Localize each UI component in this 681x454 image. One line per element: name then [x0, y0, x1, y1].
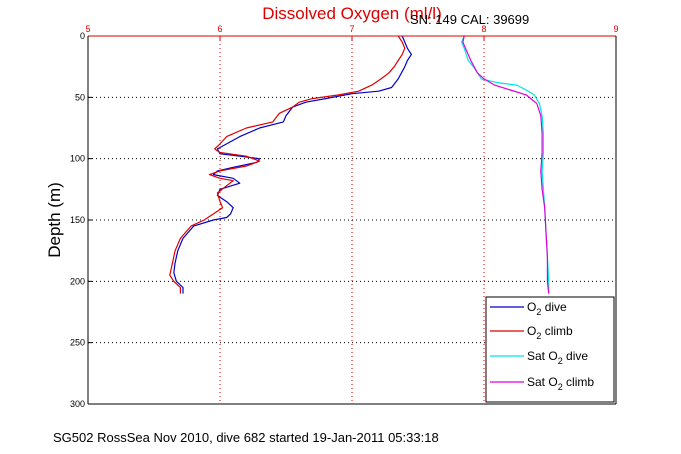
series-line-o2_climb	[169, 35, 406, 294]
y-tick-label: 50	[75, 92, 85, 102]
dive-caption: SG502 RossSea Nov 2010, dive 682 started…	[53, 430, 439, 445]
x-tick-label: 6	[217, 24, 222, 34]
y-tick-label: 150	[70, 215, 85, 225]
series-layer	[169, 35, 550, 294]
x-tick-label: 5	[85, 24, 90, 34]
y-tick-label: 0	[80, 31, 85, 41]
legend-label: Sat O2 climb	[527, 375, 594, 392]
chart-title: Dissolved Oxygen (ml/l)	[262, 4, 442, 23]
y-tick-label: 100	[70, 154, 85, 164]
series-line-sat_climb	[462, 35, 550, 294]
y-tick-label: 200	[70, 276, 85, 286]
legend-label: Sat O2 dive	[527, 349, 588, 366]
x-tick-label: 8	[481, 24, 486, 34]
x-tick-label: 9	[613, 24, 618, 34]
legend: O2 dive O2 climb Sat O2 dive Sat O2 climb	[485, 296, 615, 403]
legend-box	[485, 296, 615, 403]
y-tick-label: 250	[70, 338, 85, 348]
axes-layer	[87, 35, 617, 405]
y-axis-label: Depth (m)	[45, 182, 64, 258]
y-tick-label: 300	[70, 399, 85, 409]
chart-subtitle: SN: 149 CAL: 39699	[410, 12, 529, 27]
x-tick-label: 7	[349, 24, 354, 34]
legend-label: O2 climb	[527, 324, 573, 341]
series-line-sat_dive	[461, 35, 550, 294]
series-line-o2_dive	[173, 35, 412, 294]
legend-label: O2 dive	[527, 300, 567, 317]
